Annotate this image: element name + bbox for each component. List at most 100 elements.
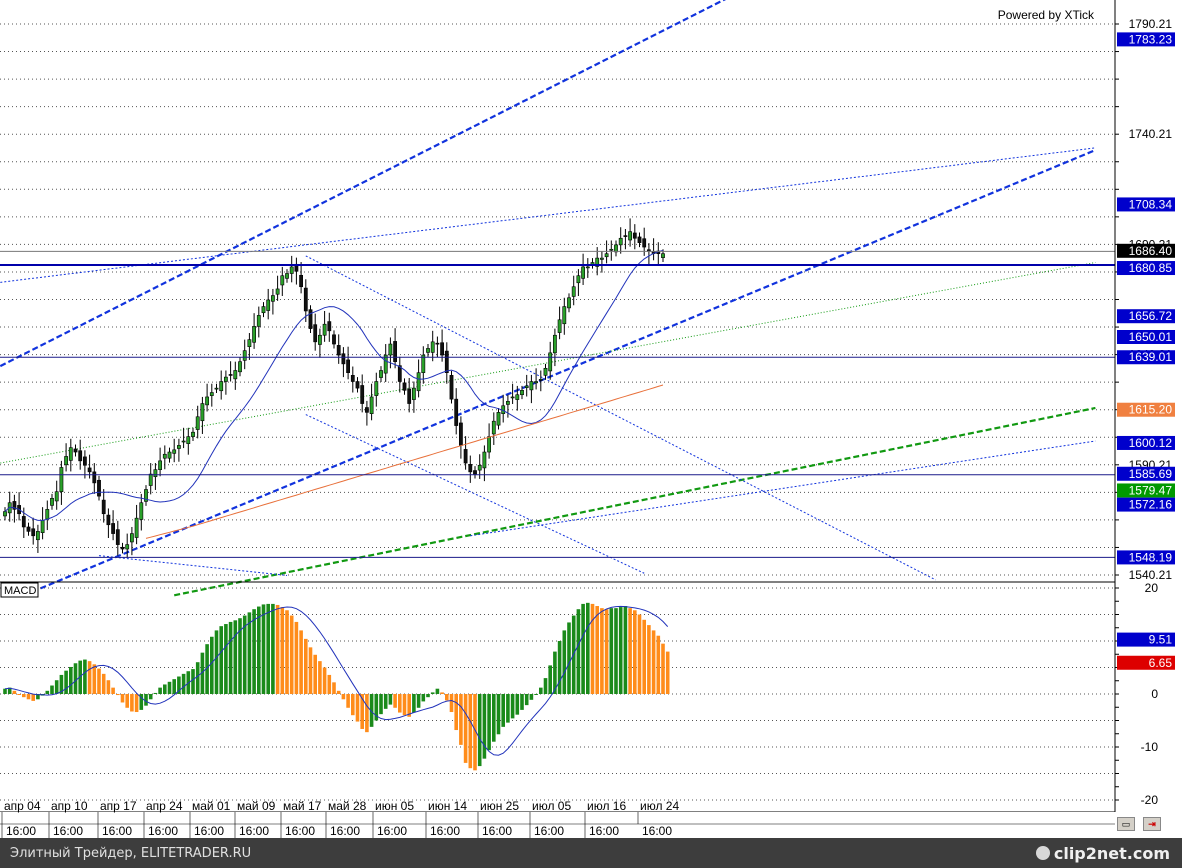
time-label: 16:00 [482, 824, 512, 838]
time-axis-bg [0, 812, 1115, 838]
macd-bar [271, 603, 275, 694]
price-tag-label: 1600.12 [1129, 436, 1173, 450]
macd-tag-box [1117, 632, 1175, 647]
candle-body [524, 385, 529, 388]
time-label: 16:00 [239, 824, 269, 838]
candle-body [266, 299, 271, 311]
macd-bar [64, 670, 68, 694]
macd-bar [454, 694, 458, 731]
price-tag-box [1117, 32, 1175, 47]
macd-bar [407, 694, 411, 717]
candle-body [430, 341, 435, 353]
candle-body [449, 375, 454, 400]
macd-tag-label: 9.51 [1149, 633, 1173, 647]
time-label: 16:00 [53, 824, 83, 838]
date-label: июн 05 [375, 799, 414, 813]
macd-bar [289, 615, 294, 694]
candle-body [595, 257, 600, 267]
macd-bar [651, 630, 656, 694]
macd-tick-label: -10 [1141, 740, 1159, 754]
macd-bar [383, 694, 388, 709]
macd-bar [200, 652, 205, 694]
macd-bar [275, 604, 280, 694]
macd-bar [416, 694, 421, 708]
macd-bar [604, 609, 609, 694]
candle-body [228, 374, 233, 376]
candle-body [590, 262, 595, 265]
macd-bar [285, 610, 289, 694]
candle-body [317, 334, 322, 345]
macd-bar [101, 673, 106, 694]
macd-bar [163, 684, 167, 694]
candle-body [289, 266, 294, 274]
macd-bar [134, 694, 139, 713]
candle-body [567, 297, 571, 309]
candle-body [364, 407, 369, 413]
price-tag-label: 1585.69 [1129, 467, 1173, 481]
macd-bar [463, 694, 468, 763]
macd-bar [22, 694, 26, 698]
candle-body [440, 342, 445, 356]
chart-frame [0, 0, 1116, 838]
candle-body [463, 449, 468, 464]
candle-body [487, 436, 492, 453]
macd-bar [609, 608, 614, 694]
time-label: 16:00 [285, 824, 315, 838]
date-label: июл 24 [640, 799, 679, 813]
candle-body [571, 286, 576, 297]
macd-bar [54, 680, 59, 694]
price-tag-box [1117, 350, 1175, 365]
macd-bar [421, 694, 426, 702]
macd-bar [3, 688, 7, 694]
candle-body [252, 326, 257, 343]
candle-body [308, 309, 313, 329]
candle-body [393, 341, 398, 362]
time-label: 16:00 [589, 824, 619, 838]
macd-bar [506, 694, 510, 723]
price-tag-label: 1708.34 [1129, 197, 1173, 211]
time-label: 16:00 [330, 824, 360, 838]
candle-body [369, 396, 374, 414]
macd-bar [477, 694, 482, 767]
candle-body [177, 445, 181, 449]
macd-bar [313, 654, 317, 694]
candle-body [599, 257, 604, 260]
price-tag-box [1117, 550, 1175, 565]
candle-body [614, 244, 618, 253]
candle-body [200, 403, 205, 422]
macd-bar [139, 694, 144, 710]
macd-label-box: MACD [0, 582, 39, 598]
time-axis: апр 04 апр 10 апр 17 апр 24 май 01 май 09 май … [1, 799, 679, 838]
price-tag-label: 1650.01 [1129, 330, 1173, 344]
price-tag-box [1117, 197, 1175, 212]
macd-bar [294, 621, 299, 694]
macd-bar [69, 666, 73, 694]
scroll-button[interactable]: ▭ [1117, 817, 1135, 831]
price-tag-box [1117, 309, 1175, 324]
candle-body [421, 354, 426, 373]
date-label: апр 24 [146, 799, 183, 813]
date-label: апр 10 [51, 799, 88, 813]
time-label: 16:00 [6, 824, 36, 838]
macd-bar [548, 665, 552, 694]
candle-body [219, 381, 224, 392]
price-tag-label: 1579.47 [1129, 483, 1173, 497]
candle-body [45, 509, 50, 520]
macd-bar [233, 620, 238, 694]
candle-body [520, 390, 524, 396]
macd-tag-box [1117, 655, 1175, 670]
macd-bar [487, 694, 491, 751]
macd-bar [299, 630, 303, 694]
macd-bar [106, 680, 111, 694]
macd-bar [158, 687, 162, 694]
date-label: апр 04 [4, 799, 41, 813]
macd-bar [78, 660, 82, 694]
exit-button[interactable]: ⇥ [1143, 817, 1161, 831]
candle-body [101, 499, 106, 515]
price-tick-label: 1540.21 [1129, 568, 1173, 582]
macd-bar [195, 662, 200, 694]
candle-body [261, 306, 266, 314]
candle-body [468, 464, 473, 473]
macd-bar [116, 694, 120, 696]
